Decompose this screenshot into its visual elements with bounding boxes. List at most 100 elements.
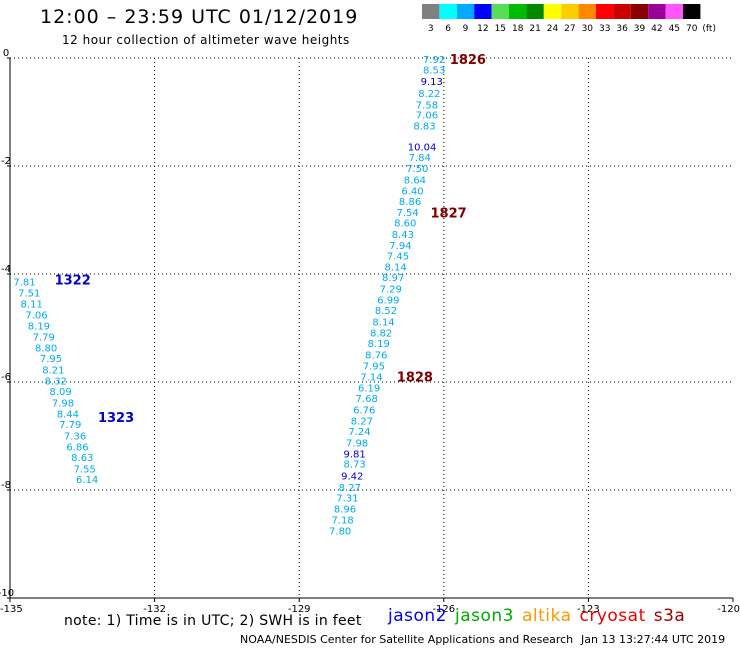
swh-value-point: 7.79 — [59, 420, 81, 431]
orbit-number-label: 1828 — [397, 371, 433, 386]
swh-value-point: 7.98 — [52, 399, 74, 410]
scale-label: 39 — [634, 24, 646, 34]
swh-value-point: 7.29 — [380, 285, 402, 296]
swh-value-point: 8.73 — [343, 460, 365, 471]
scale-label: 70 — [686, 24, 698, 34]
swh-value-point: 8.63 — [71, 453, 93, 464]
swh-value-point: 7.54 — [397, 208, 419, 219]
scale-label: 21 — [529, 24, 540, 34]
swh-value-point: 8.86 — [399, 197, 421, 208]
swh-value-point: 9.42 — [341, 471, 363, 482]
swh-value-point: 8.09 — [49, 387, 71, 398]
scale-label: 42 — [651, 24, 662, 34]
scale-label: 36 — [616, 24, 628, 34]
swh-value-point: 8.96 — [334, 504, 356, 515]
y-tick-label: -6 — [1, 372, 11, 383]
mission-legend-item: cryosat — [579, 606, 646, 626]
plot-area — [9, 58, 733, 599]
orbit-number-label: 1827 — [431, 206, 467, 221]
swh-value-point: 7.51 — [18, 288, 40, 299]
x-tick-label: -123 — [577, 604, 600, 615]
swh-value-point: 7.24 — [348, 427, 370, 438]
orbit-number-label: 1323 — [98, 411, 134, 426]
swh-value-point: 7.94 — [389, 241, 411, 252]
swh-value-point: 8.60 — [394, 219, 416, 230]
x-tick-label: -132 — [143, 604, 166, 615]
scale-label: 45 — [669, 24, 680, 34]
swh-value-point: 7.92 — [423, 55, 445, 66]
swh-value-point: 8.82 — [370, 328, 392, 339]
y-tick-label: -8 — [1, 480, 11, 491]
mission-legend-item: altika — [522, 606, 572, 626]
scale-swatch — [422, 4, 440, 19]
y-tick-label: -4 — [1, 264, 11, 275]
scale-swatch — [439, 4, 457, 19]
scale-label: 30 — [582, 24, 594, 34]
swh-value-point: 8.64 — [404, 176, 426, 187]
swh-value-point: 8.27 — [351, 416, 373, 427]
scale-unit-label: (ft) — [702, 24, 716, 34]
y-tick-label: 0 — [3, 48, 9, 59]
scale-label: 24 — [547, 24, 559, 34]
scale-label: 33 — [599, 24, 610, 34]
swh-value-point: 8.19 — [368, 339, 390, 350]
swh-value-point: 6.76 — [353, 406, 375, 417]
swh-value-point: 8.44 — [57, 409, 79, 420]
swh-value-point: 6.86 — [66, 442, 88, 453]
scale-label: 27 — [564, 24, 575, 34]
source-credit: NOAA/NESDIS Center for Satellite Applica… — [240, 633, 574, 646]
scale-swatch — [509, 4, 527, 19]
swh-value-point: 8.22 — [418, 89, 440, 100]
orbit-annotations: 1826 1827 1828 1322 1323 — [55, 53, 486, 426]
swh-value-point: 7.68 — [356, 394, 378, 405]
scale-swatch — [578, 4, 596, 19]
swh-value-point: 7.14 — [360, 373, 382, 384]
swh-value-point: 8.43 — [392, 230, 414, 241]
y-tick-label: -2 — [1, 156, 11, 167]
swh-value-point: 8.52 — [375, 306, 397, 317]
swh-value-point: 9.13 — [421, 77, 443, 88]
swh-value-point: 7.50 — [406, 164, 428, 175]
swh-value-point: 8.27 — [339, 483, 361, 494]
swh-value-point: 6.99 — [377, 295, 399, 306]
swh-value-point: 7.84 — [409, 153, 431, 164]
swh-value-point: 10.04 — [408, 143, 437, 154]
scale-label: 9 — [463, 24, 469, 34]
y-tick-label: -10 — [0, 588, 14, 599]
swh-value-point: 7.06 — [416, 111, 438, 122]
mission-legend-item: jason2 — [388, 606, 447, 626]
scale-swatch — [561, 4, 579, 19]
scale-swatch — [543, 4, 562, 19]
swh-value-point: 7.45 — [387, 252, 409, 263]
swh-value-point: 7.95 — [363, 361, 385, 372]
scale-swatch — [526, 4, 544, 19]
swh-value-point: 8.14 — [372, 318, 394, 329]
mission-legend-item: jason3 — [455, 606, 514, 626]
axis-ticks: -135 -132 -129 -126 -123 -120 0 -2 -4 -6 -8 -10 — [0, 48, 740, 615]
color-scale-legend: 3 6 9 12 15 18 21 24 27 30 33 36 39 42 45 70 (ft) — [422, 4, 716, 34]
mission-legend-item: s3a — [653, 606, 686, 626]
swh-value-point: 8.53 — [423, 65, 445, 76]
swh-value-point: 8.11 — [21, 300, 43, 311]
swh-value-point: 8.21 — [42, 366, 64, 377]
swh-value-point: 6.19 — [358, 383, 380, 394]
swh-value-point: 8.76 — [365, 350, 387, 361]
swh-value-point: 7.58 — [416, 100, 438, 111]
scale-swatch — [683, 4, 701, 19]
scale-label: 18 — [512, 24, 524, 34]
swh-value-point: 6.40 — [401, 186, 423, 197]
scale-swatch — [613, 4, 631, 19]
swh-value-point: 9.81 — [343, 449, 365, 460]
page-title: 12:00 – 23:59 UTC 01/12/2019 — [40, 6, 359, 28]
scale-swatch — [456, 4, 475, 19]
swh-value-point: 8.80 — [35, 343, 57, 354]
wave-height-points: 7.928.538.227.587.068.837.847.508.646.40… — [13, 55, 445, 537]
scale-swatch — [630, 4, 649, 19]
x-tick-label: -129 — [288, 604, 311, 615]
swh-value-point: 7.98 — [346, 438, 368, 449]
scale-label: 3 — [428, 24, 434, 34]
swh-value-point: 7.81 — [13, 278, 35, 289]
swh-value-point: 7.95 — [40, 354, 62, 365]
swh-value-point: 7.31 — [336, 494, 358, 505]
